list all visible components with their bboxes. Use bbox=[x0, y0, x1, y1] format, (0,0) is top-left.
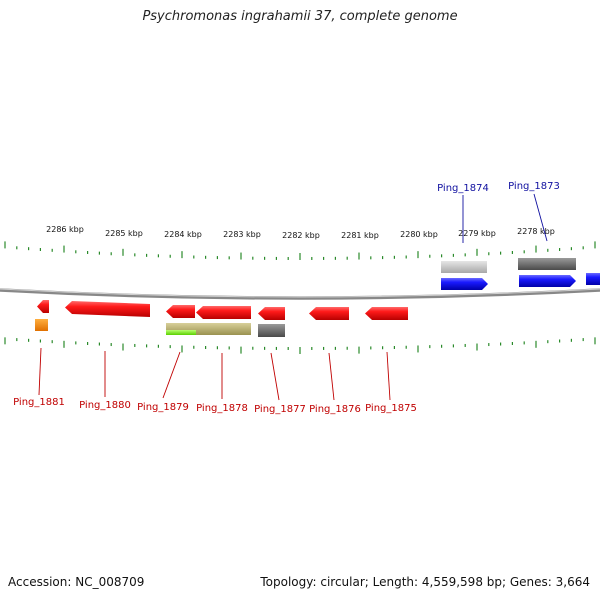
scale-label: 2280 kbp bbox=[400, 230, 438, 239]
feature-grey-light[interactable] bbox=[441, 261, 487, 273]
gene-ping-1876[interactable] bbox=[309, 307, 349, 320]
leader-line bbox=[270, 352, 280, 401]
gene-ping-1879[interactable] bbox=[166, 305, 195, 318]
scale-label: 2286 kbp bbox=[46, 225, 84, 234]
gene-ping-1881[interactable] bbox=[37, 300, 49, 313]
scale-label: 2281 kbp bbox=[341, 231, 379, 240]
gene-label-ping-1879[interactable]: Ping_1879 bbox=[137, 402, 189, 413]
genome-backbone bbox=[0, 288, 600, 300]
scale-label: 2283 kbp bbox=[223, 230, 261, 239]
gene-ping-1880[interactable] bbox=[65, 301, 150, 317]
leader-line bbox=[162, 351, 181, 399]
scale-label: 2282 kbp bbox=[282, 231, 320, 240]
reverse-leaders bbox=[38, 347, 391, 401]
gene-ping-1877[interactable] bbox=[258, 307, 285, 320]
gene-label-ping-1877[interactable]: Ping_1877 bbox=[254, 404, 306, 415]
leader-line bbox=[328, 352, 335, 401]
accession-text: Accession: NC_008709 bbox=[8, 575, 145, 589]
gene-ping-1873[interactable] bbox=[519, 275, 576, 287]
leader-line bbox=[38, 347, 42, 396]
forward-features bbox=[441, 258, 600, 290]
scale-labels: 2286 kbp 2285 kbp 2284 kbp 2283 kbp 2282… bbox=[46, 225, 555, 240]
scale-label: 2279 kbp bbox=[458, 229, 496, 238]
feature-orange[interactable] bbox=[35, 319, 48, 331]
feature-grey-dark-lower[interactable] bbox=[258, 324, 285, 337]
forward-gene-labels: Ping_1874 Ping_1873 bbox=[437, 181, 560, 194]
feature-grey-dark[interactable] bbox=[518, 258, 576, 270]
feature-lime[interactable] bbox=[166, 330, 196, 335]
scale-label: 2284 kbp bbox=[164, 230, 202, 239]
gene-label-ping-1878[interactable]: Ping_1878 bbox=[196, 403, 248, 414]
gene-ping-1878[interactable] bbox=[196, 306, 251, 319]
gene-label-ping-1880[interactable]: Ping_1880 bbox=[79, 400, 131, 411]
forward-leaders bbox=[462, 193, 548, 243]
gene-ping-1875[interactable] bbox=[365, 307, 408, 320]
reverse-gene-labels: Ping_1881 Ping_1880 Ping_1879 Ping_1878 … bbox=[13, 397, 417, 415]
genome-summary-text: Topology: circular; Length: 4,559,598 bp… bbox=[260, 575, 590, 589]
page-title: Psychromonas ingrahamii 37, complete gen… bbox=[142, 9, 458, 24]
scale-label: 2285 kbp bbox=[105, 229, 143, 238]
scale-label: 2278 kbp bbox=[517, 227, 555, 236]
reverse-features bbox=[35, 300, 408, 337]
gene-label-ping-1876[interactable]: Ping_1876 bbox=[309, 404, 361, 415]
genome-backbone-highlight bbox=[0, 288, 600, 298]
scale-ticks-bottom bbox=[4, 337, 596, 354]
gene-label-ping-1874[interactable]: Ping_1874 bbox=[437, 183, 489, 194]
scale-ticks-top bbox=[4, 241, 596, 260]
leader-line bbox=[386, 351, 391, 401]
gene-label-ping-1881[interactable]: Ping_1881 bbox=[13, 397, 65, 408]
gene-label-ping-1875[interactable]: Ping_1875 bbox=[365, 403, 417, 414]
gene-partial-right[interactable] bbox=[586, 273, 600, 285]
gene-label-ping-1873[interactable]: Ping_1873 bbox=[508, 181, 560, 192]
gene-ping-1874[interactable] bbox=[441, 278, 488, 290]
leader-line bbox=[533, 193, 548, 242]
